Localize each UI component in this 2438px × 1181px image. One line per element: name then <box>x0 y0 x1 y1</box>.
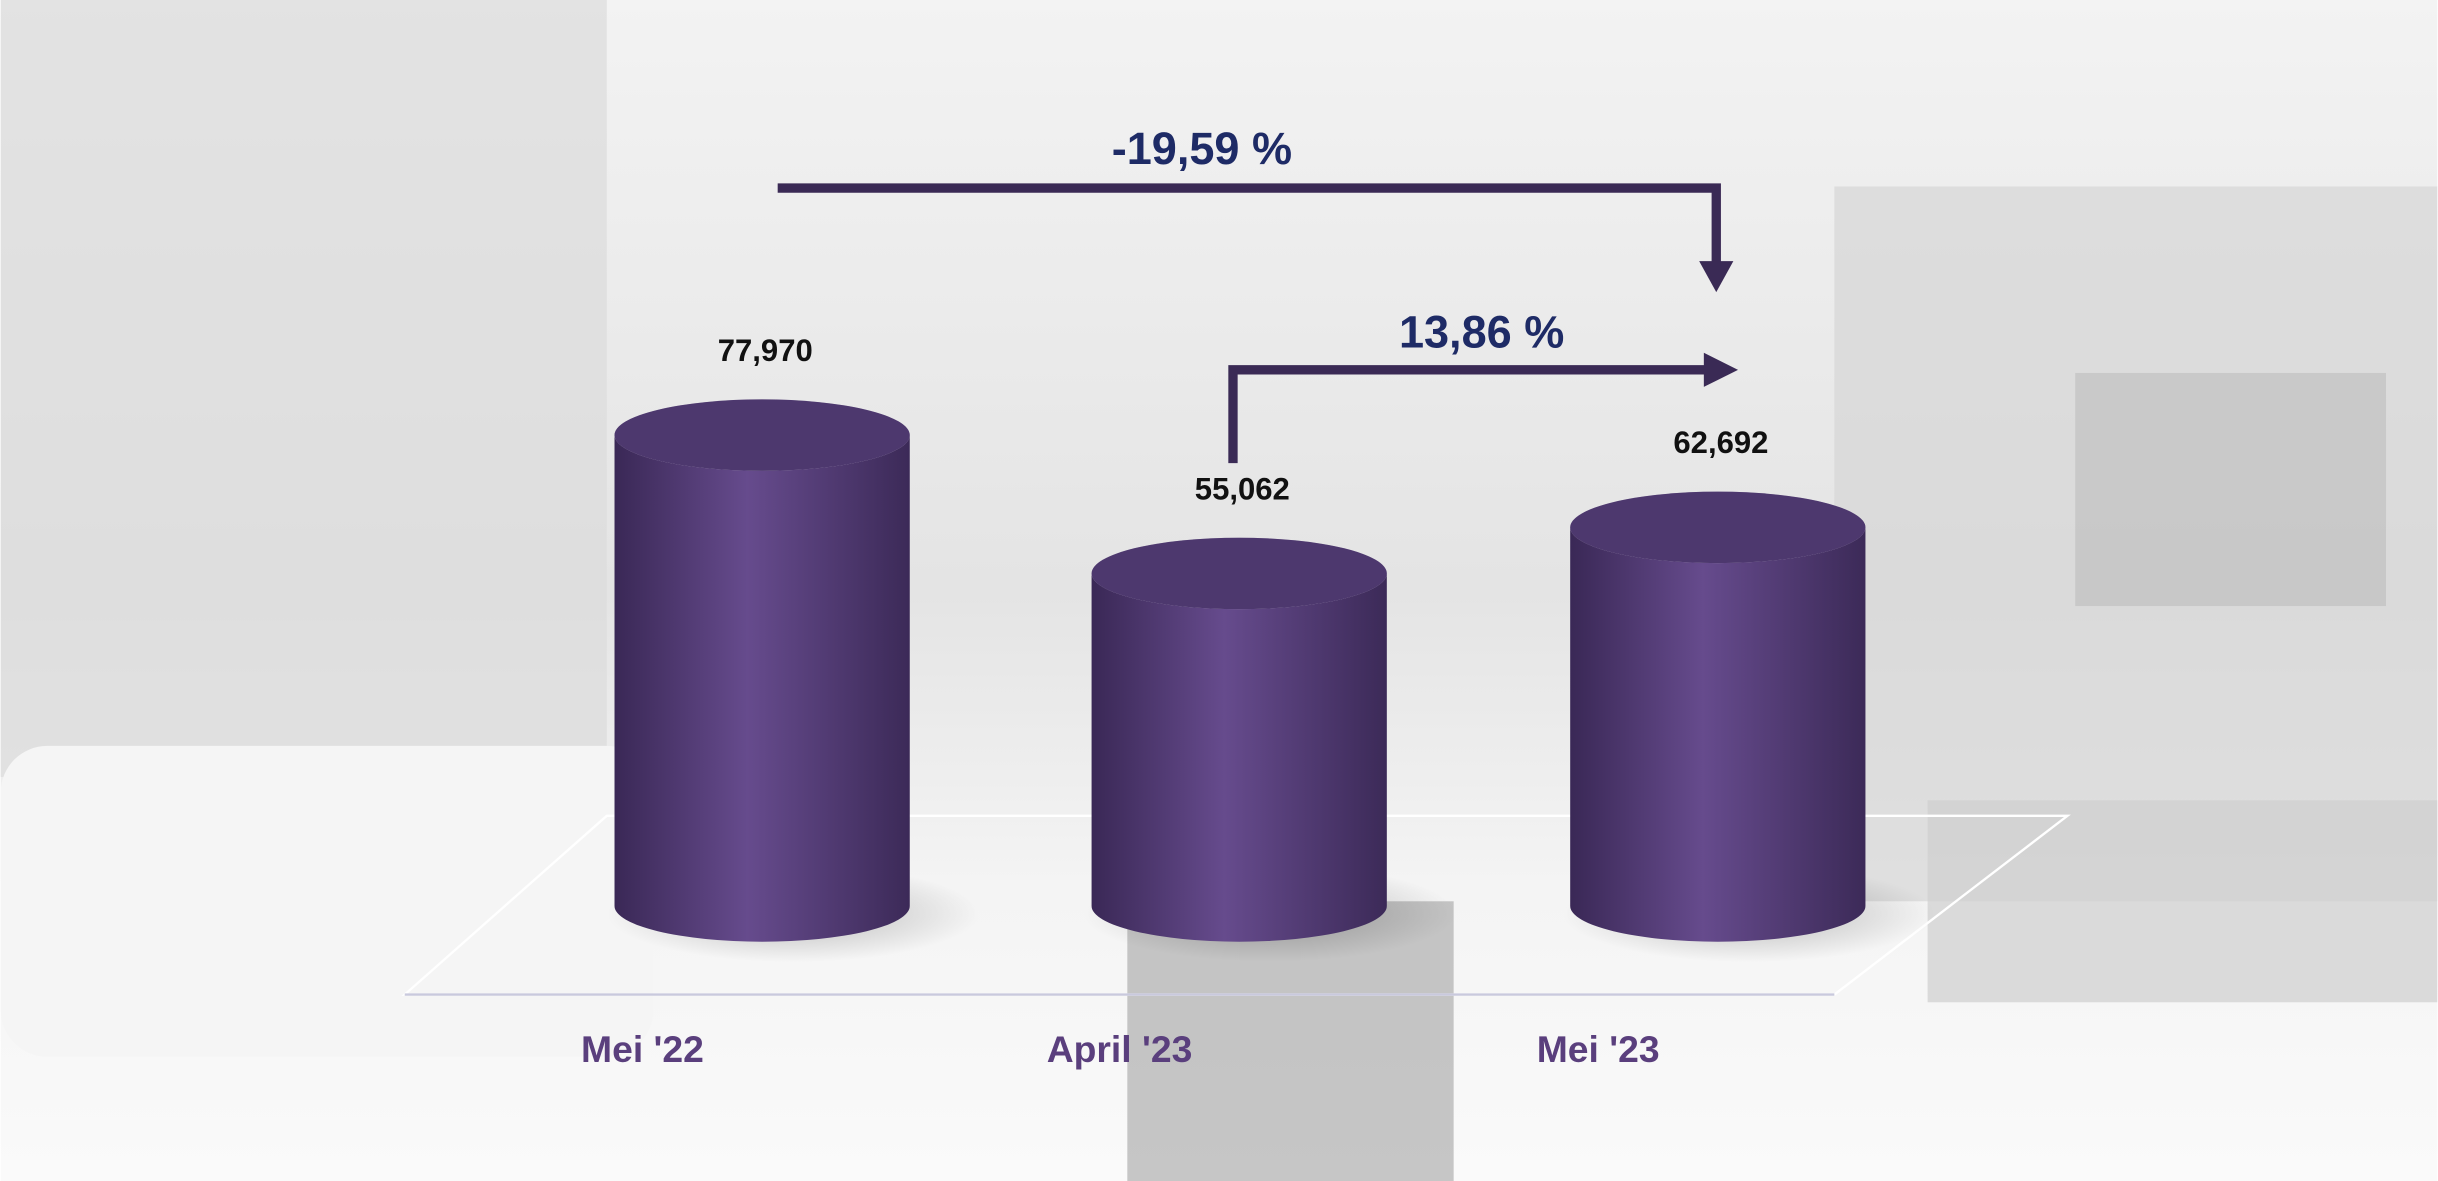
x-tick-label: Mei '23 <box>1537 1028 1660 1070</box>
bar-top <box>1091 537 1387 610</box>
wall-left <box>0 0 607 777</box>
bars: 77,970 Mei '22 55,062 April '23 62,692 Mei '2… <box>581 333 1936 1070</box>
value-label: 77,970 <box>718 333 813 368</box>
value-label: 62,692 <box>1673 425 1768 460</box>
desk <box>1927 800 2438 1003</box>
x-tick-label: Mei '22 <box>581 1028 704 1070</box>
bar-top-shade <box>1570 491 1866 564</box>
value-label: 55,062 <box>1195 471 1290 506</box>
pillows <box>0 745 654 1057</box>
bar-top <box>1570 491 1866 564</box>
arrow-head <box>1703 352 1739 387</box>
x-tick-label: April '23 <box>1047 1028 1193 1070</box>
tv <box>2075 372 2387 607</box>
bar-top <box>614 399 910 471</box>
arrow-head <box>1699 261 1734 293</box>
change-annotation: 13,86 % <box>1399 307 1564 358</box>
bar-top-shade <box>614 399 910 471</box>
bar <box>606 399 980 962</box>
arrow-yoy <box>777 183 1721 268</box>
arrow-mom <box>1228 365 1707 464</box>
bar-body <box>1570 527 1866 942</box>
bar-body <box>1091 573 1387 942</box>
bar <box>1562 491 1936 962</box>
bar <box>1083 537 1457 962</box>
arrows <box>777 183 1739 464</box>
bar-top-shade <box>1091 537 1387 610</box>
bar-body <box>614 435 910 942</box>
change-annotation: -19,59 % <box>1112 123 1292 174</box>
